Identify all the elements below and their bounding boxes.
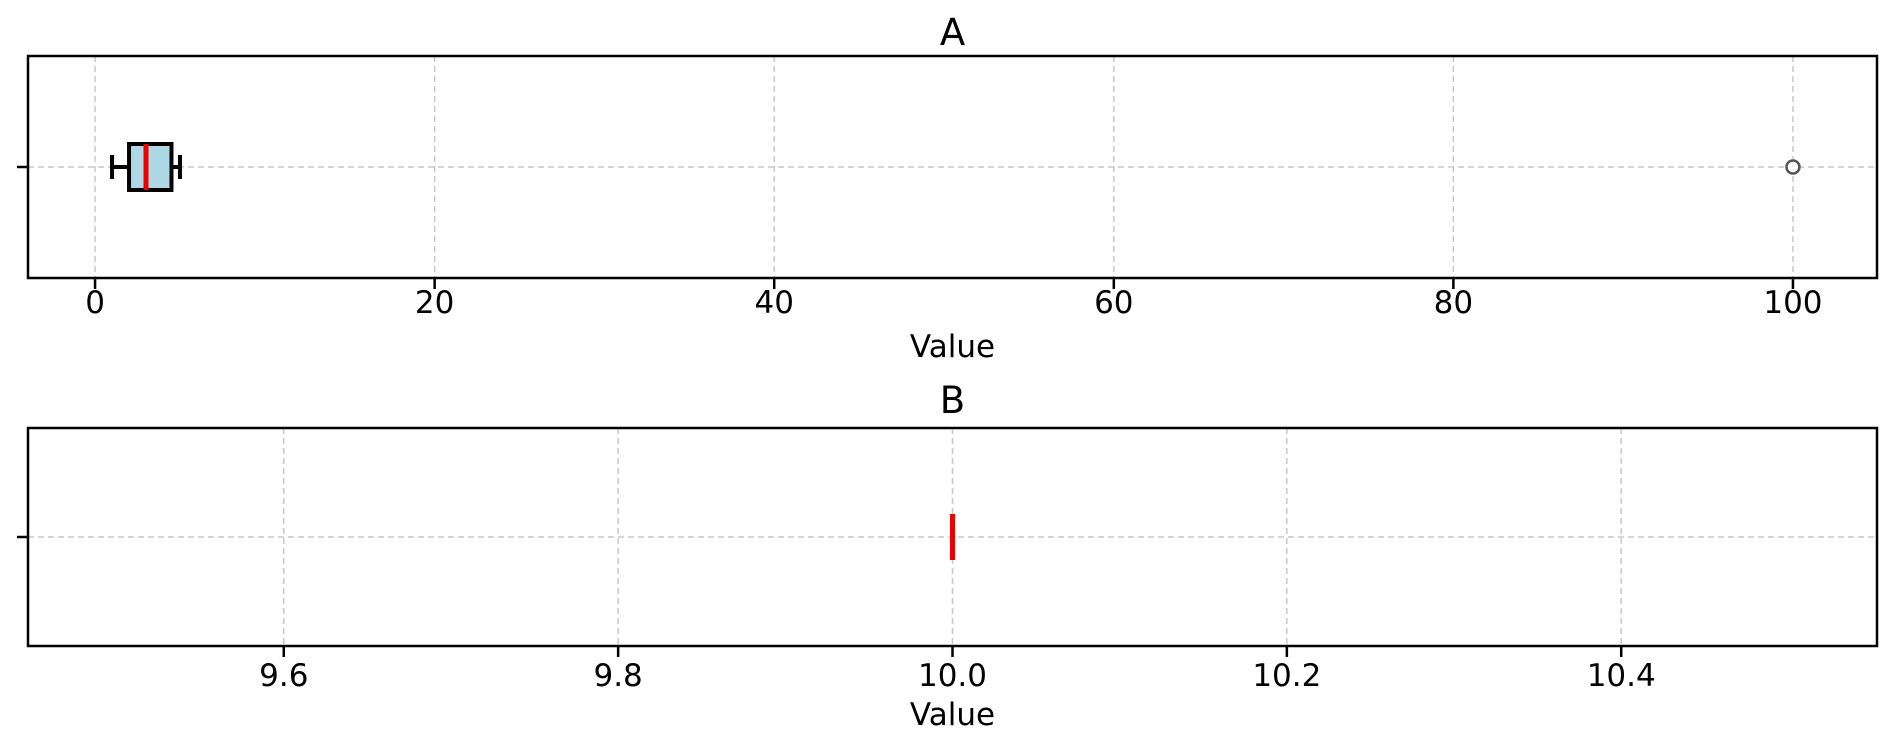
x-tick-label: 10.2: [1252, 658, 1321, 694]
outlier-point: [1785, 159, 1801, 175]
x-axis-label: Value: [910, 697, 995, 733]
x-tick-label: 0: [85, 285, 105, 321]
x-tick-label: 9.8: [593, 658, 642, 694]
x-tick-label: 9.6: [259, 658, 308, 694]
x-tick-label: 80: [1434, 285, 1473, 321]
x-tick-label: 100: [1763, 285, 1822, 321]
x-tick-label: 20: [415, 285, 454, 321]
box: [127, 142, 174, 192]
x-axis-label: Value: [910, 329, 995, 365]
x-tick-label: 40: [754, 285, 793, 321]
x-tick-label: 10.4: [1587, 658, 1656, 694]
x-tick-label: 60: [1094, 285, 1133, 321]
panel-a-title: A: [940, 11, 965, 54]
panel-b-title: B: [940, 379, 965, 422]
x-tick-label: 10.0: [918, 658, 987, 694]
